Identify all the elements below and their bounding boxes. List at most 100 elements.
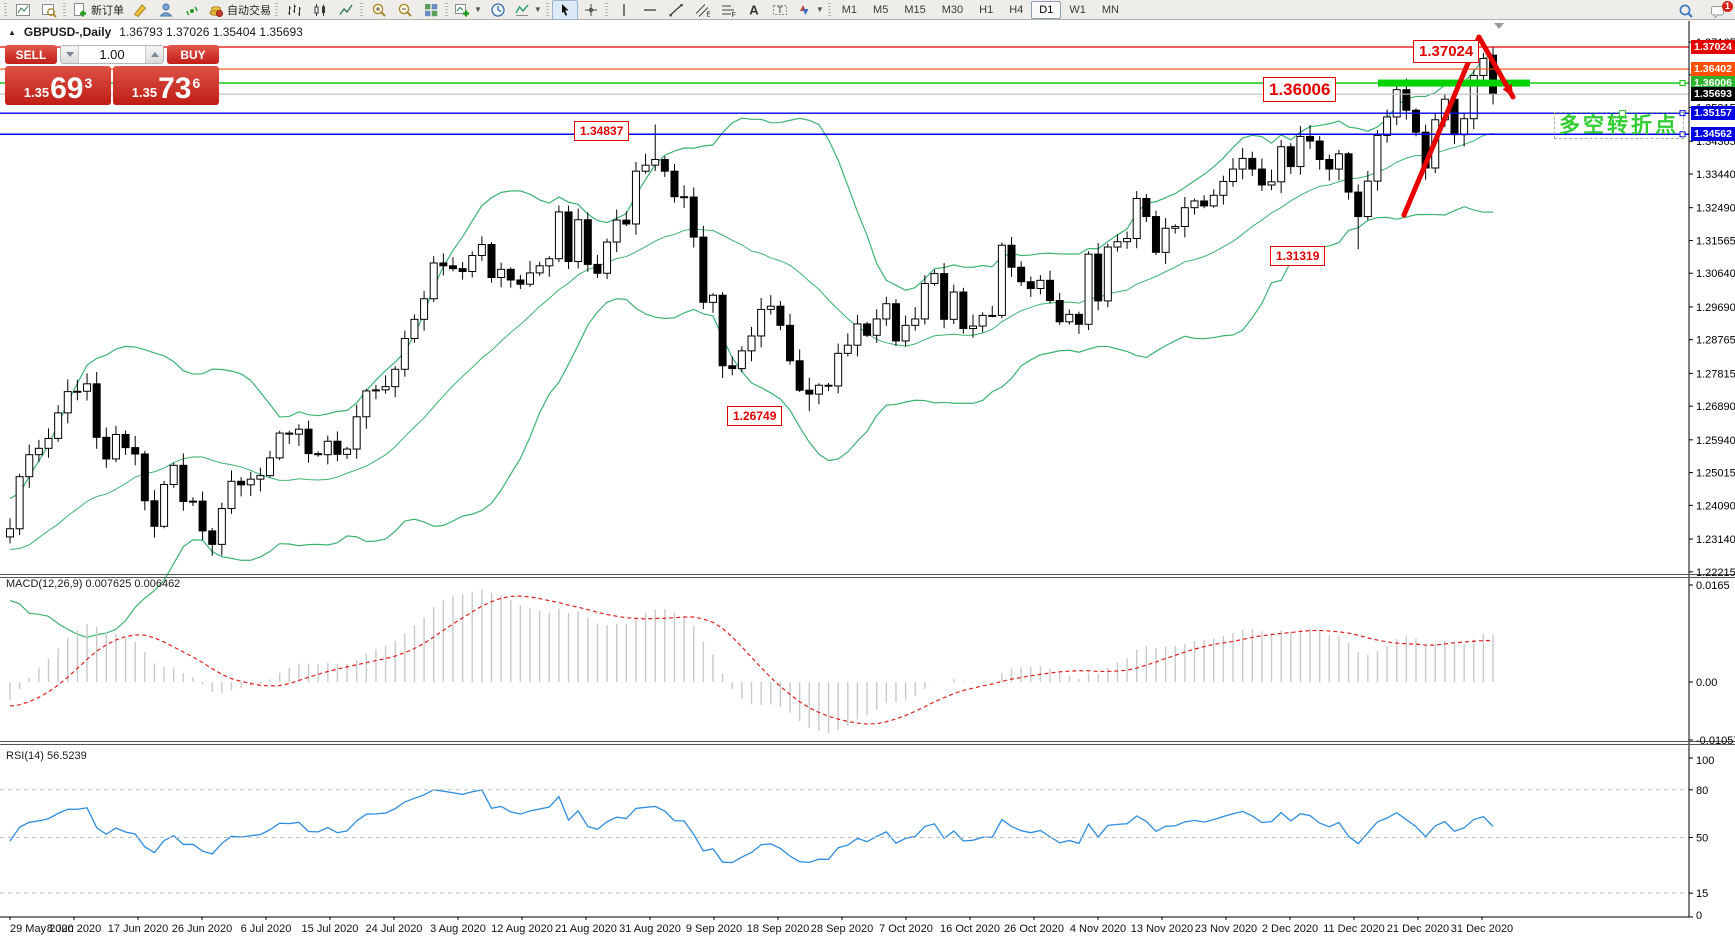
vertical-line-button[interactable] [611, 0, 637, 20]
candlestick-chart-button[interactable] [307, 0, 333, 20]
buy-price-main: 73 [158, 72, 192, 105]
auto-trading-button[interactable]: 自动交易 [205, 0, 274, 20]
date-tick: 4 Nov 2020 [1070, 923, 1126, 935]
lot-decrease-button[interactable] [61, 46, 79, 63]
toolbar: 新订单 自动交易 ▼ ▼ E F A T ▼ M1 M5 M15 M30 H1 H4 D1 W1 MN 1 [0, 0, 1735, 20]
date-tick: 29 May 2020 [10, 923, 74, 935]
timeframe-M5[interactable]: M5 [873, 3, 889, 16]
chart-window-icon [16, 3, 30, 16]
indicators-button[interactable]: ▼ [511, 0, 545, 20]
line-chart-button[interactable] [333, 0, 359, 20]
line-handle[interactable] [1679, 110, 1686, 117]
timeframe-M30[interactable]: M30 [941, 3, 964, 16]
date-tick: 23 Nov 2020 [1195, 923, 1257, 935]
timeframe-M15[interactable]: M15 [904, 3, 926, 16]
sell-price-panel[interactable]: 1.35 69 3 [5, 66, 111, 105]
lot-increase-button[interactable] [145, 46, 163, 63]
tile-windows-icon [425, 3, 438, 16]
svg-text:50: 50 [1696, 833, 1708, 845]
trendline-button[interactable] [663, 0, 689, 20]
text-label-button[interactable]: T [767, 0, 793, 20]
zoom-out-button[interactable] [392, 0, 418, 20]
crayon-button[interactable] [127, 0, 153, 20]
svg-text:1.23140: 1.23140 [1696, 534, 1735, 546]
price-callout-1.36006[interactable]: 1.36006 [1263, 77, 1337, 102]
new-order-button[interactable]: 新订单 [69, 0, 127, 20]
timeframe-H1[interactable]: H1 [979, 3, 994, 16]
line-handle[interactable] [1679, 131, 1686, 138]
auto-trading-icon [209, 5, 223, 17]
svg-text:15: 15 [1696, 888, 1708, 900]
date-tick: 24 Jul 2020 [366, 923, 423, 935]
equidistant-channel-button[interactable]: E [689, 0, 715, 20]
buy-button[interactable]: BUY [167, 45, 219, 64]
bar-chart-button[interactable] [281, 0, 307, 20]
date-tick: 21 Aug 2020 [555, 923, 617, 935]
selection-handle[interactable] [1619, 110, 1626, 117]
date-tick: 16 Oct 2020 [940, 923, 1000, 935]
timeframe-MN[interactable]: MN [1101, 3, 1119, 16]
chart-shift-marker[interactable] [1494, 23, 1504, 29]
dropdown-arrow-icon[interactable]: ▼ [533, 5, 542, 14]
macd-pane-layer [9, 589, 1494, 734]
crosshair-icon [584, 3, 597, 16]
date-tick: 17 Jun 2020 [108, 923, 169, 935]
buy-price-panel[interactable]: 1.35 73 6 [113, 66, 219, 105]
triangle-up-icon [150, 52, 159, 57]
bull-bear-turning-point-note[interactable]: 多空转折点 [1554, 110, 1684, 139]
sell-button[interactable]: SELL [5, 45, 57, 64]
collapse-arrow-icon[interactable]: ▲ [8, 27, 16, 37]
level-axis-label: 1.36006 [1691, 76, 1735, 91]
arrows-button[interactable]: ▼ [793, 0, 827, 20]
sell-price-prefix: 1.35 [23, 85, 50, 100]
timeframe-W1[interactable]: W1 [1069, 3, 1086, 16]
text-button[interactable]: A [741, 0, 767, 20]
bollinger-bands-layer [9, 53, 1494, 639]
chat-icon [1711, 6, 1724, 19]
chart-zoom-button[interactable] [36, 0, 62, 20]
svg-text:1.29690: 1.29690 [1696, 302, 1735, 314]
chart-window[interactable]: 1.371651.362401.353151.343651.334401.324… [0, 21, 1735, 944]
price-chart-canvas[interactable]: 1.371651.362401.353151.343651.334401.324… [0, 21, 1735, 944]
svg-text:1.22215: 1.22215 [1696, 567, 1735, 579]
timeframe-D1[interactable]: D1 [1031, 0, 1062, 19]
signal-icon [186, 5, 198, 16]
expert-advisor-button[interactable] [153, 0, 179, 20]
profiles-clock-button[interactable] [485, 0, 511, 20]
search-button[interactable] [1673, 1, 1699, 21]
horizontal-line-button[interactable] [637, 0, 663, 20]
buy-price-prefix: 1.35 [131, 85, 158, 100]
new-chart-button[interactable]: ▼ [451, 0, 485, 20]
note-text: 多空转折点 [1559, 114, 1679, 137]
price-callout-1.26749[interactable]: 1.26749 [727, 406, 783, 426]
drawn-levels-layer[interactable] [0, 34, 1689, 218]
tile-windows-button[interactable] [418, 0, 444, 20]
svg-text:0.00: 0.00 [1696, 677, 1717, 689]
timeframe-H4[interactable]: H4 [1009, 3, 1024, 16]
lot-size-control: 1.00 [60, 45, 164, 64]
signal-button[interactable] [179, 0, 205, 20]
dropdown-arrow-icon[interactable]: ▼ [474, 5, 482, 14]
timeframe-M1[interactable]: M1 [841, 3, 858, 16]
trend-arrow[interactable] [1401, 34, 1516, 218]
dropdown-arrow-icon[interactable]: ▼ [815, 5, 824, 14]
thick-support-line[interactable] [1378, 79, 1530, 87]
line-handle[interactable] [1679, 80, 1686, 87]
cursor-button[interactable] [551, 0, 578, 20]
zoom-in-button[interactable] [366, 0, 392, 20]
crosshair-button[interactable] [578, 0, 604, 20]
price-callout-1.37024[interactable]: 1.37024 [1413, 40, 1480, 63]
svg-text:1.24090: 1.24090 [1696, 500, 1735, 512]
price-callout-1.34837[interactable]: 1.34837 [574, 121, 630, 141]
price-callout-1.31319[interactable]: 1.31319 [1270, 246, 1326, 266]
triangle-down-icon [65, 52, 74, 57]
svg-text:0: 0 [1696, 910, 1702, 922]
fibonacci-button[interactable]: F [715, 0, 741, 20]
svg-text:T: T [777, 5, 783, 15]
toolbar-grip [63, 3, 66, 16]
lot-size-value[interactable]: 1.00 [99, 47, 125, 62]
chat-button[interactable]: 1 [1705, 1, 1733, 21]
date-tick: 15 Jul 2020 [302, 923, 359, 935]
one-click-trading-widget: SELL 1.00 BUY 1.35 69 3 1.35 73 6 [5, 45, 219, 105]
chart-window-button[interactable] [10, 0, 36, 20]
